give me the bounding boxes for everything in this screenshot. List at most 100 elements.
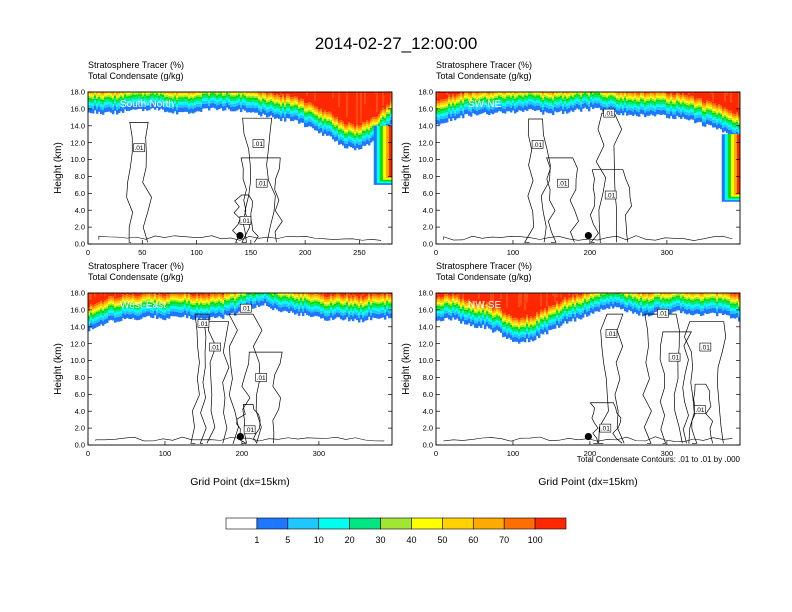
tracer-cell bbox=[212, 92, 215, 95]
tracer-cell bbox=[196, 310, 199, 314]
tracer-cell bbox=[236, 305, 239, 309]
tracer-cell bbox=[526, 92, 529, 95]
tracer-cell bbox=[256, 297, 259, 301]
tracer-cell bbox=[254, 96, 257, 98]
tracer-cell bbox=[656, 94, 659, 96]
tracer-cell bbox=[734, 123, 737, 126]
tracer-cell bbox=[726, 111, 729, 114]
tracer-cell bbox=[314, 299, 317, 302]
tracer-cell bbox=[162, 303, 165, 305]
tracer-cell bbox=[452, 105, 455, 109]
tracer-cell bbox=[584, 88, 586, 90]
tracer-cell bbox=[94, 93, 97, 96]
tracer-cell bbox=[546, 104, 549, 108]
tracer-cell bbox=[110, 303, 113, 306]
tracer-cell bbox=[596, 97, 599, 101]
tracer-cell bbox=[300, 114, 303, 118]
tracer-cell bbox=[712, 103, 715, 106]
tracer-cell bbox=[248, 93, 251, 96]
tracer-cell bbox=[564, 98, 567, 102]
tracer-cell bbox=[230, 90, 232, 92]
tracer-cell bbox=[308, 106, 311, 108]
tracer-cell bbox=[190, 97, 193, 101]
tracer-cell bbox=[218, 301, 221, 304]
tracer-cell bbox=[192, 305, 195, 308]
tracer-cell bbox=[316, 118, 319, 121]
tracer-cell bbox=[696, 104, 699, 106]
tracer-cell bbox=[140, 308, 143, 312]
tracer-cell bbox=[262, 297, 265, 301]
tracer-cell bbox=[316, 308, 319, 312]
tracer-cell bbox=[446, 100, 449, 103]
tracer-cell bbox=[216, 293, 219, 296]
tracer-cell bbox=[450, 110, 453, 114]
tracer-cell bbox=[458, 92, 461, 95]
tracer-cell bbox=[328, 293, 331, 297]
tracer-cell bbox=[388, 104, 391, 108]
tracer-cell bbox=[234, 106, 237, 112]
tracer-cell bbox=[258, 96, 261, 99]
tracer-cell bbox=[330, 114, 333, 117]
tracer-cell bbox=[468, 108, 471, 112]
tracer-cell bbox=[126, 293, 129, 295]
tracer-cell bbox=[450, 106, 453, 109]
tracer-cell bbox=[282, 296, 285, 299]
tracer-cell bbox=[96, 305, 99, 307]
tracer-cell bbox=[158, 100, 161, 103]
tracer-cell bbox=[142, 96, 145, 99]
tracer-cell bbox=[88, 95, 91, 98]
tracer-cell bbox=[146, 93, 149, 96]
tracer-cell bbox=[174, 297, 177, 300]
tracer-cell bbox=[490, 103, 493, 106]
tracer-cell bbox=[148, 311, 151, 316]
tracer-cell bbox=[722, 112, 725, 115]
tracer-cell bbox=[348, 133, 351, 137]
tracer-cell bbox=[88, 92, 91, 95]
tracer-cell bbox=[122, 100, 125, 103]
tracer-cell bbox=[310, 300, 313, 303]
tracer-cell bbox=[510, 94, 513, 96]
tracer-cell bbox=[198, 299, 201, 302]
tracer-cell bbox=[92, 105, 95, 109]
tracer-cell bbox=[240, 290, 242, 292]
tracer-cell bbox=[200, 101, 203, 105]
contour-line bbox=[524, 118, 551, 243]
tracer-cell bbox=[268, 101, 271, 104]
tracer-cell bbox=[156, 88, 158, 90]
tracer-cell bbox=[242, 89, 244, 91]
tracer-cell bbox=[186, 104, 189, 108]
tracer-cell bbox=[368, 127, 371, 129]
tracer-cell bbox=[566, 98, 569, 101]
tracer-cell bbox=[718, 92, 721, 105]
tracer-cell bbox=[356, 129, 359, 132]
tracer-cell bbox=[144, 304, 147, 308]
tracer-cell bbox=[224, 95, 227, 98]
tracer-cell bbox=[442, 115, 445, 119]
tracer-cell bbox=[642, 94, 645, 97]
tracer-cell bbox=[322, 310, 325, 314]
tracer-cell bbox=[196, 293, 199, 296]
tracer-cell bbox=[170, 299, 173, 302]
tracer-cell bbox=[280, 102, 283, 105]
tracer-cell bbox=[256, 291, 258, 293]
tracer-cell bbox=[256, 92, 259, 95]
tracer-cell bbox=[220, 310, 223, 313]
tracer-cell bbox=[656, 92, 659, 95]
tracer-cell bbox=[330, 131, 333, 137]
tracer-cell bbox=[116, 99, 119, 102]
tracer-cell bbox=[728, 114, 731, 117]
tracer-cell bbox=[728, 117, 731, 120]
tracer-cell bbox=[216, 307, 219, 310]
tracer-cell bbox=[284, 117, 287, 122]
tracer-cell bbox=[576, 98, 579, 101]
tracer-cell bbox=[732, 92, 735, 114]
tracer-cell bbox=[162, 299, 165, 302]
tracer-cell bbox=[690, 111, 693, 115]
tracer-cell bbox=[532, 95, 535, 98]
tracer-cell bbox=[276, 288, 278, 290]
tracer-cell bbox=[118, 314, 121, 318]
tracer-cell bbox=[208, 95, 211, 98]
tracer-cell bbox=[490, 100, 493, 104]
tracer-cell bbox=[630, 94, 633, 97]
